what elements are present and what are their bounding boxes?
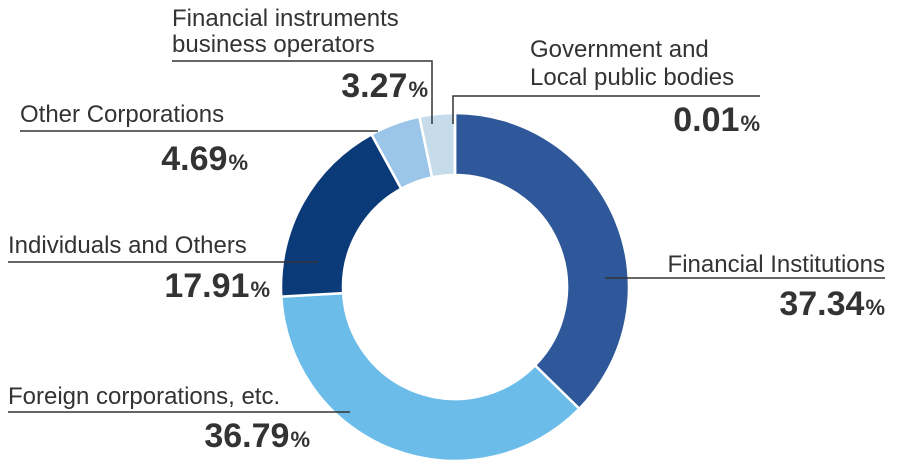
slice-label-2: Individuals and Others bbox=[8, 232, 247, 259]
leader-line-4 bbox=[172, 60, 433, 124]
slice-value-0: 37.34 bbox=[779, 285, 864, 323]
slice-label-4: Financial instruments bbox=[172, 5, 399, 32]
slice-label-1: Foreign corporations, etc. bbox=[8, 383, 280, 410]
slice-unit-5: % bbox=[740, 111, 760, 136]
leader-line-5 bbox=[452, 95, 760, 124]
slice-unit-0: % bbox=[865, 295, 885, 320]
donut-slice-1 bbox=[279, 291, 582, 463]
slice-label-4: business operators bbox=[172, 31, 375, 58]
slice-value-1: 36.79 bbox=[204, 417, 289, 455]
slice-value-2: 17.91 bbox=[164, 267, 249, 305]
donut-slice-0 bbox=[453, 111, 631, 411]
slice-unit-3: % bbox=[228, 150, 248, 175]
slice-label-3: Other Corporations bbox=[20, 101, 224, 128]
slice-value-3: 4.69 bbox=[161, 140, 227, 178]
slice-unit-2: % bbox=[250, 277, 270, 302]
donut-slices bbox=[279, 111, 631, 463]
slice-value-5: 0.01 bbox=[673, 101, 739, 139]
slice-label-5: Local public bodies bbox=[530, 64, 734, 91]
donut-slice-2 bbox=[279, 132, 403, 298]
slice-unit-4: % bbox=[408, 77, 428, 102]
slice-value-4: 3.27 bbox=[341, 67, 407, 105]
slice-unit-1: % bbox=[290, 427, 310, 452]
slice-label-5: Government and bbox=[530, 36, 709, 63]
slice-label-0: Financial Institutions bbox=[668, 251, 885, 278]
